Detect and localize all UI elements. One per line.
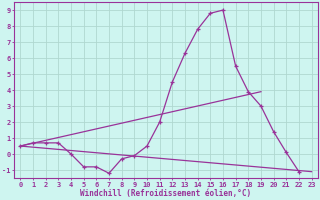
X-axis label: Windchill (Refroidissement éolien,°C): Windchill (Refroidissement éolien,°C) [80,189,252,198]
